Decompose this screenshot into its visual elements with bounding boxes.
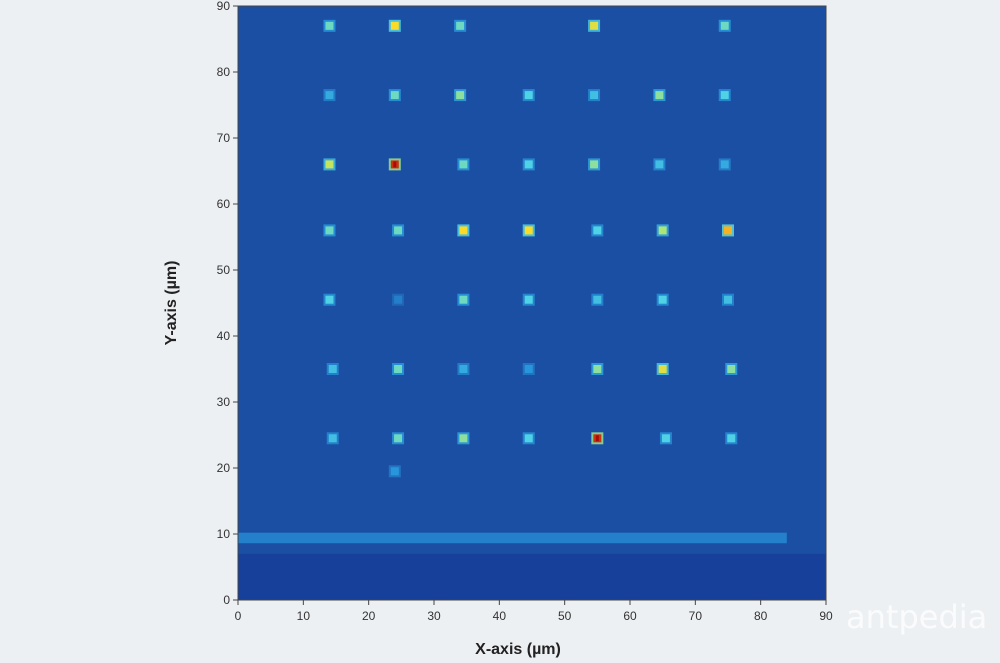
spot	[720, 91, 729, 100]
spot	[720, 21, 729, 30]
spot	[655, 91, 664, 100]
spot	[593, 295, 602, 304]
plot-frame	[237, 5, 827, 601]
spot	[325, 160, 334, 169]
y-tick-label: 10	[217, 527, 231, 541]
spot	[524, 160, 533, 169]
spot-core	[393, 161, 397, 168]
y-tick-label: 40	[217, 329, 231, 343]
spot	[724, 226, 732, 235]
spot	[394, 226, 403, 235]
spot	[524, 226, 533, 235]
spot	[390, 21, 399, 30]
plot-area	[238, 6, 826, 600]
spot	[394, 434, 403, 443]
y-tick-label: 60	[217, 197, 231, 211]
spot	[658, 226, 667, 235]
spot	[328, 434, 337, 443]
spot	[593, 365, 602, 373]
x-tick-label: 60	[623, 609, 637, 623]
low-signal-region	[238, 553, 826, 600]
spot	[459, 160, 468, 169]
watermark-logo: antpedia	[846, 598, 987, 636]
y-tick-label: 50	[217, 263, 231, 277]
x-tick-label: 30	[427, 609, 441, 623]
spot	[459, 226, 468, 235]
spot	[590, 91, 599, 100]
spot-core	[595, 435, 599, 442]
y-tick-label: 70	[217, 131, 231, 145]
x-tick-label: 20	[362, 609, 376, 623]
spot	[325, 295, 334, 304]
spot	[720, 160, 729, 169]
spot	[661, 434, 670, 443]
spot	[390, 91, 399, 100]
x-tick-label: 90	[819, 609, 833, 623]
spot	[325, 91, 334, 100]
spot	[459, 295, 468, 304]
spot	[394, 295, 403, 304]
spot	[394, 365, 403, 373]
x-tick-label: 70	[689, 609, 703, 623]
spot	[456, 21, 465, 30]
spot	[590, 21, 599, 30]
spot	[390, 467, 399, 476]
y-tick-label: 30	[217, 395, 231, 409]
spot	[328, 365, 337, 373]
y-tick-label: 0	[223, 593, 230, 607]
spot	[459, 365, 468, 373]
spot	[724, 295, 732, 304]
spot	[727, 365, 736, 373]
x-tick-label: 10	[297, 609, 311, 623]
spot	[593, 226, 602, 235]
x-axis-label: X-axis (µm)	[475, 641, 561, 658]
x-tick-label: 40	[493, 609, 507, 623]
y-tick-label: 20	[217, 461, 231, 475]
spot	[325, 226, 334, 235]
spot	[456, 91, 465, 100]
spot	[524, 91, 533, 100]
spot	[655, 160, 664, 169]
spot	[658, 365, 667, 373]
bright-band	[238, 532, 787, 544]
y-tick-label: 90	[217, 0, 231, 13]
spot	[524, 295, 533, 304]
x-tick-label: 50	[558, 609, 572, 623]
y-tick-label: 80	[217, 65, 231, 79]
spot	[524, 434, 533, 443]
spot	[658, 295, 667, 304]
x-tick-label: 0	[235, 609, 242, 623]
spot	[727, 434, 736, 443]
spot	[524, 365, 533, 373]
spot	[459, 434, 468, 443]
y-axis-label: Y-axis (µm)	[163, 261, 180, 346]
x-tick-label: 80	[754, 609, 768, 623]
spot	[325, 21, 334, 30]
spot	[590, 160, 599, 169]
axes: 0 10 20 30 40 50 60 70 80 90 0 10 20 30 40 50 60 70 80 90	[217, 0, 833, 623]
